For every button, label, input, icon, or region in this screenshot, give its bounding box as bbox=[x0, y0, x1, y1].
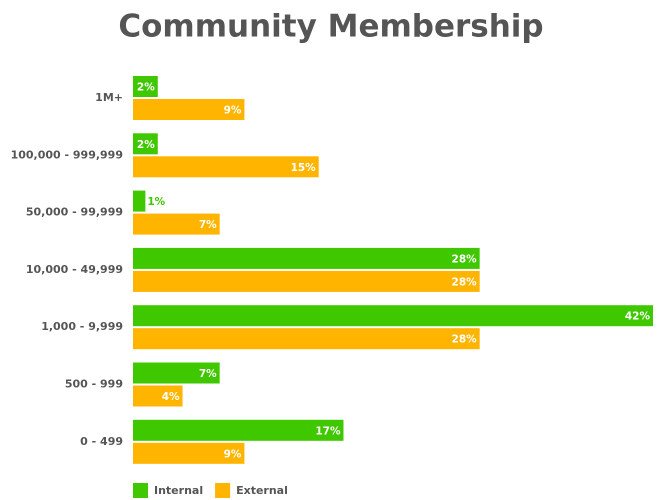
bar bbox=[133, 362, 220, 384]
bar bbox=[133, 190, 146, 212]
value-label: 17% bbox=[315, 425, 341, 437]
bar bbox=[133, 270, 480, 292]
bar bbox=[133, 99, 245, 120]
bar bbox=[133, 247, 480, 269]
value-label: 2% bbox=[137, 82, 155, 94]
category-label: 10,000 - 49,999 bbox=[26, 263, 123, 276]
value-label: 28% bbox=[452, 253, 478, 265]
chart-title: Community Membership bbox=[118, 9, 543, 45]
value-label: 42% bbox=[625, 311, 651, 323]
value-label: 9% bbox=[224, 448, 242, 460]
category-label: 0 - 499 bbox=[80, 435, 123, 448]
bar bbox=[133, 156, 319, 178]
bar bbox=[133, 133, 158, 155]
category-label: 1M+ bbox=[95, 91, 123, 104]
bar bbox=[133, 442, 245, 464]
bar bbox=[133, 419, 344, 441]
bar bbox=[133, 213, 220, 235]
value-label: 7% bbox=[199, 368, 217, 380]
category-label: 1,000 - 9,999 bbox=[41, 320, 123, 333]
bar bbox=[133, 385, 183, 407]
bar bbox=[133, 328, 480, 350]
value-label: 4% bbox=[162, 391, 180, 403]
legend-swatch bbox=[133, 483, 148, 498]
bar bbox=[133, 305, 653, 327]
value-label: 7% bbox=[199, 219, 217, 231]
value-label: 28% bbox=[452, 334, 478, 346]
category-label: 500 - 999 bbox=[65, 378, 123, 391]
value-label: 15% bbox=[291, 162, 317, 174]
value-label: 9% bbox=[224, 105, 242, 117]
category-label: 100,000 - 999,999 bbox=[11, 148, 123, 161]
value-label: 2% bbox=[137, 139, 155, 151]
legend-label: External bbox=[236, 484, 288, 497]
value-label: 28% bbox=[452, 276, 478, 288]
legend-label: Internal bbox=[154, 484, 203, 497]
category-label: 50,000 - 99,999 bbox=[26, 206, 123, 219]
value-label: 1% bbox=[147, 196, 165, 208]
bar bbox=[133, 76, 158, 97]
legend-swatch bbox=[215, 483, 231, 498]
